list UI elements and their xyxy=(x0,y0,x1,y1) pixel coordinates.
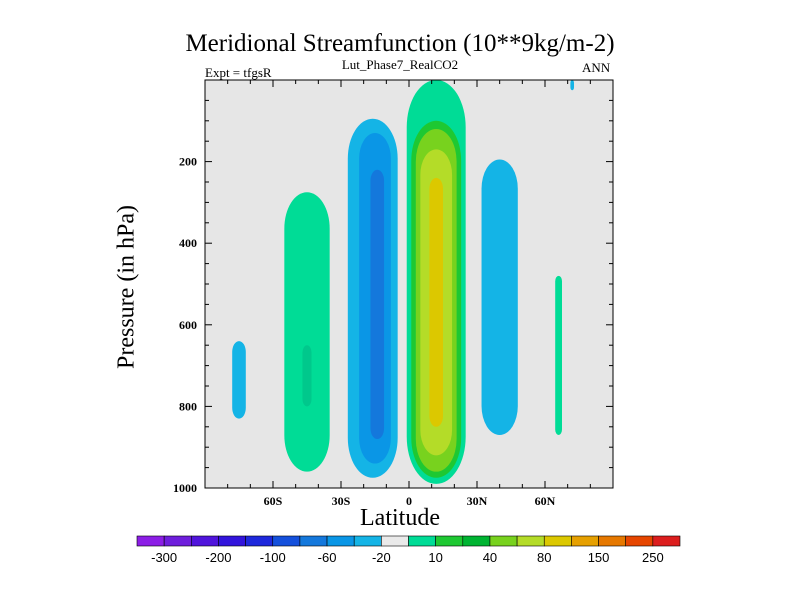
x-tick-label: 30S xyxy=(332,494,351,508)
colorbar-label: 40 xyxy=(483,550,497,565)
contour-region xyxy=(555,275,562,435)
x-tick-label: 30N xyxy=(467,494,488,508)
y-tick-label: 400 xyxy=(179,236,197,250)
colorbar-swatch xyxy=(598,535,626,547)
colorbar-swatch xyxy=(136,535,165,547)
colorbar-label: 80 xyxy=(537,550,551,565)
contour-regions xyxy=(232,80,575,484)
colorbar-swatch xyxy=(218,535,246,547)
y-tick-label: 600 xyxy=(179,318,197,332)
colorbar-label: -20 xyxy=(372,550,391,565)
colorbar-swatch xyxy=(381,535,409,547)
colorbar-label: 250 xyxy=(642,550,664,565)
contour-region xyxy=(370,169,385,440)
contour-region xyxy=(302,345,312,407)
colorbar-swatch xyxy=(191,535,219,547)
x-tick-label: 0 xyxy=(406,494,412,508)
y-tick-label: 1000 xyxy=(173,481,197,495)
colorbar-label: 150 xyxy=(588,550,610,565)
x-tick-label: 60S xyxy=(264,494,283,508)
x-axis-label: Latitude xyxy=(360,505,440,531)
y-tick-label: 800 xyxy=(179,399,197,413)
colorbar-swatch xyxy=(245,535,274,547)
colorbar-swatch xyxy=(408,535,436,547)
colorbar-label: -300 xyxy=(151,550,177,565)
chart-subtitle: Lut_Phase7_RealCO2 xyxy=(341,57,459,72)
colorbar-swatch xyxy=(326,535,355,547)
contour-region xyxy=(232,341,246,419)
colorbar-swatch xyxy=(543,535,572,547)
colorbar-swatch xyxy=(652,535,681,547)
colorbar-swatch xyxy=(272,535,301,547)
colorbar-swatch xyxy=(353,535,382,547)
colorbar-swatch xyxy=(571,535,599,547)
y-tick-label: 200 xyxy=(179,155,197,169)
contour-region xyxy=(284,192,330,472)
colorbar-label: -60 xyxy=(318,550,337,565)
experiment-annotation: Expt = tfgsR xyxy=(205,65,272,80)
colorbar-label: -200 xyxy=(205,550,231,565)
colorbar-swatch xyxy=(435,535,464,547)
colorbar-swatch xyxy=(299,535,328,547)
colorbar-swatch xyxy=(625,535,654,547)
colorbar-label: 10 xyxy=(428,550,442,565)
contour-region xyxy=(429,177,443,427)
colorbar-swatch xyxy=(462,535,491,547)
colorbar-swatch xyxy=(489,535,518,547)
x-tick-label: 60N xyxy=(535,494,556,508)
season-annotation: ANN xyxy=(582,60,611,75)
contour-region xyxy=(570,80,575,91)
contour-region xyxy=(481,159,518,435)
colorbar-swatch xyxy=(516,535,545,547)
colorbar-swatch xyxy=(163,535,192,547)
chart-title: Meridional Streamfunction (10**9kg/m-2) xyxy=(185,30,615,57)
colorbar-label: -100 xyxy=(260,550,286,565)
